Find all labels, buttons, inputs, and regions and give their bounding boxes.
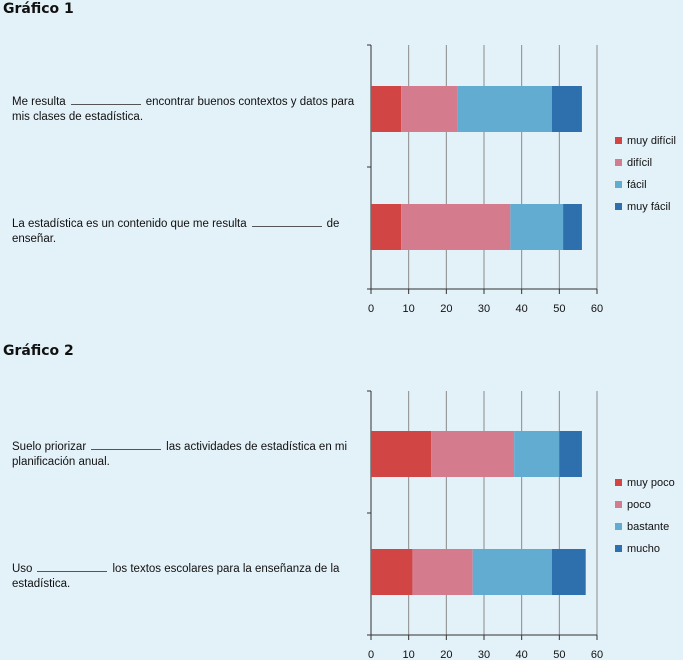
bar-segment [371,86,402,132]
x-tick-label: 60 [591,303,603,315]
legend-label: bastante [627,521,669,533]
x-tick-label: 50 [553,649,565,660]
x-tick-label: 40 [516,303,528,315]
bar-segment [551,549,586,595]
answer-blank [91,448,162,450]
bar-segment [510,204,564,250]
chart-2-question-2: Uso los textos escolares para la enseñanz… [12,563,340,590]
legend-swatch [615,501,622,508]
chart-1-title: Gráfico 1 [3,1,74,17]
chart-1-question-1: Me resulta encontrar buenos contextos y d… [12,96,355,123]
answer-blank [251,225,322,227]
x-tick-label: 10 [403,649,415,660]
legend-swatch [615,203,622,210]
x-tick-label: 20 [440,303,452,315]
bar-segment [514,431,560,477]
chart-2-question-1: Suelo priorizar las actividades de estadí… [12,441,348,468]
x-tick-label: 0 [368,649,374,660]
legend-label: muy fácil [627,201,670,213]
legend-swatch [615,545,622,552]
legend-swatch [615,479,622,486]
x-tick-label: 30 [478,649,490,660]
bar-segment [371,204,402,250]
bar-segment [371,431,432,477]
answer-blank [37,570,108,572]
x-tick-label: 0 [368,303,374,315]
bar-segment [563,204,582,250]
x-tick-label: 10 [403,303,415,315]
legend-label: poco [627,499,651,511]
bar-segment [559,431,582,477]
bar-segment [412,549,473,595]
legend-swatch [615,159,622,166]
bar-segment [431,431,515,477]
x-tick-label: 20 [440,649,452,660]
x-tick-label: 40 [516,649,528,660]
bar-segment [472,549,552,595]
legend-label: difícil [627,157,652,169]
answer-blank [70,103,141,105]
legend-swatch [615,137,622,144]
chart-1-question-2: La estadística es un contenido que me re… [12,218,340,245]
x-tick-label: 30 [478,303,490,315]
bar-segment [371,549,413,595]
legend-label: fácil [627,179,647,191]
chart-2-title: Gráfico 2 [3,343,74,359]
bar-segment [551,86,582,132]
x-tick-label: 50 [553,303,565,315]
x-tick-label: 60 [591,649,603,660]
legend-label: mucho [627,543,660,555]
legend-label: muy difícil [627,135,676,147]
legend-swatch [615,181,622,188]
legend-swatch [615,523,622,530]
bar-segment [457,86,552,132]
legend-label: muy poco [627,477,675,489]
bar-segment [401,204,511,250]
bar-segment [401,86,458,132]
